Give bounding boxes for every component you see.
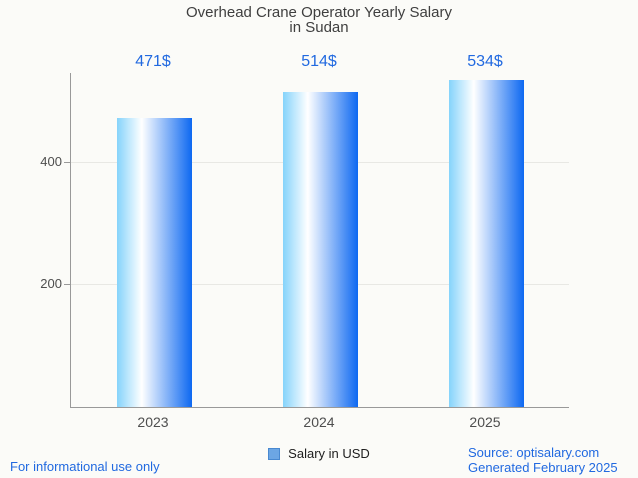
source-line: Source: optisalary.com [468, 445, 600, 460]
generated-line: Generated February 2025 [468, 460, 618, 475]
plot-area [70, 73, 569, 408]
bar-2023 [117, 118, 192, 407]
x-tick-label-2023: 2023 [137, 414, 169, 430]
y-tick-label-200: 200 [40, 276, 62, 291]
legend-swatch-icon [268, 447, 281, 460]
source-info: Source: optisalary.com Generated Februar… [468, 445, 618, 475]
legend: Salary in USD [0, 446, 638, 461]
bar-2025 [449, 80, 524, 407]
value-label-2024: 514$ [301, 53, 337, 70]
y-tick-400 [64, 162, 70, 163]
disclaimer-text: For informational use only [10, 459, 160, 474]
x-tick-label-2024: 2024 [303, 414, 335, 430]
x-tick-label-2025: 2025 [469, 414, 501, 430]
chart-title-line1: Overhead Crane Operator Yearly Salary [186, 4, 452, 21]
y-tick-200 [64, 284, 70, 285]
chart-title-line2: in Sudan [289, 19, 349, 36]
y-tick-label-400: 400 [40, 154, 62, 169]
legend-label: Salary in USD [288, 446, 370, 461]
chart-title: Overhead Crane Operator Yearly Salary in… [0, 5, 638, 35]
bar-2024 [283, 92, 358, 407]
value-label-2023: 471$ [135, 53, 171, 70]
value-label-2025: 534$ [467, 53, 503, 70]
